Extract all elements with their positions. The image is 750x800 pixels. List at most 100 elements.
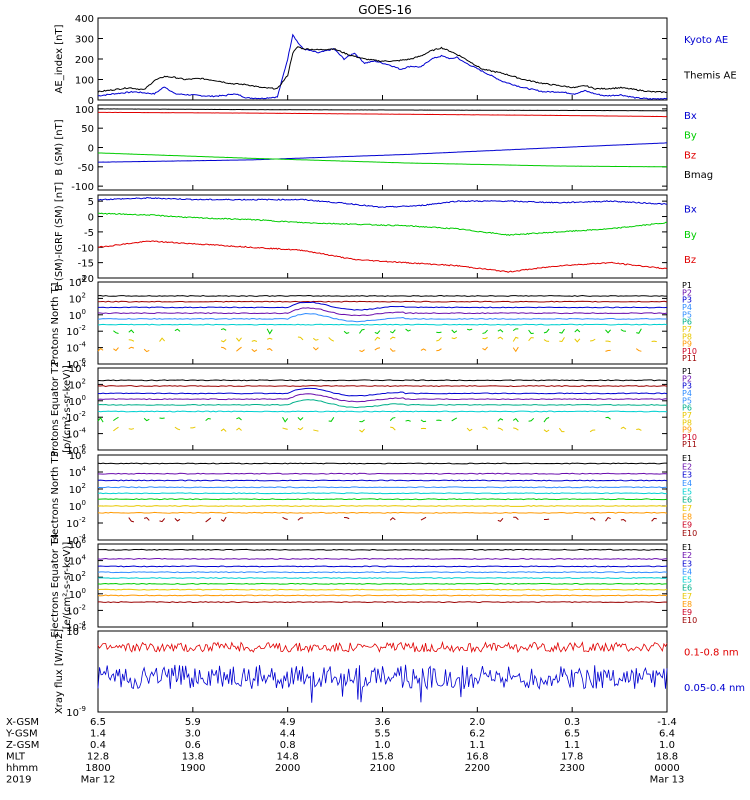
legend-e4: E4	[682, 479, 692, 488]
flux-channel-3	[97, 301, 668, 311]
panel-frame	[97, 104, 668, 191]
flux-channel-7	[389, 329, 396, 334]
legend-e10: E10	[682, 616, 697, 625]
flux-channel-7	[482, 329, 488, 334]
flux-channel-7	[97, 416, 104, 423]
y-axis-label: Electrons Equator T4	[50, 533, 61, 637]
y-tick-label: -100	[71, 182, 94, 193]
flux-channel-9	[389, 348, 396, 352]
y-tick-label: 102	[69, 377, 86, 391]
flux-channel-8	[297, 336, 304, 341]
flux-channel-8	[97, 594, 668, 597]
legend-p8: P8	[682, 332, 692, 341]
flux-channel-9	[97, 347, 104, 352]
y-tick-label: 10-9	[66, 705, 86, 719]
legend-p4: P4	[682, 303, 692, 312]
x-row-value: 6.5	[564, 729, 580, 740]
flux-channel-7	[128, 329, 135, 334]
flux-channel-4	[97, 486, 668, 489]
legend-e1: E1	[682, 454, 692, 463]
legend-e9: E9	[682, 521, 692, 530]
y-tick-label: 100	[69, 308, 86, 322]
flux-channel-4	[97, 571, 668, 574]
flux-channel-9	[128, 346, 135, 350]
panel-ae: 400 300 200 100 0 AE_index [nT] Kyoto AE Themis…	[54, 14, 737, 107]
plot-title: GOES-16	[358, 3, 412, 17]
x-row-value: Mar 13	[650, 775, 685, 786]
y-tick-label: 100	[69, 394, 86, 408]
legend-e2: E2	[682, 462, 692, 471]
y-tick-label: 0	[88, 96, 94, 107]
x-row-value: 1.0	[659, 740, 675, 751]
panel-frame	[97, 543, 668, 628]
series-themis-ae	[97, 46, 668, 94]
flux-channel-8	[159, 337, 166, 342]
x-row-value: 1.0	[375, 740, 391, 751]
x-axis-table: X-GSM 6.5 5.9 4.9 3.6 2.0 0.3 -1.4 Y-GSM 1.4 3.0 4.…	[5, 717, 684, 786]
legend-e8: E8	[682, 600, 692, 609]
flux-channel-9	[297, 517, 304, 521]
x-row-value: 2200	[465, 763, 490, 774]
y-tick-label: 100	[75, 105, 94, 116]
flux-channel-9	[374, 347, 381, 351]
legend-p9: P9	[682, 340, 692, 349]
y-tick-label: 300	[75, 35, 94, 46]
legend-p10: P10	[682, 433, 697, 442]
flux-channel-7	[389, 417, 396, 421]
y-tick-label: 106	[69, 448, 87, 462]
flux-channel-7	[543, 417, 550, 423]
flux-channel-7	[528, 417, 535, 422]
flux-channel-4	[97, 393, 668, 403]
y-tick-label: 50	[81, 124, 94, 135]
flux-channel-2	[97, 385, 668, 387]
flux-channel-8	[128, 428, 135, 430]
legend-e6: E6	[682, 584, 692, 593]
flux-channel-8	[651, 340, 657, 343]
y-tick-label: 5	[88, 197, 94, 208]
y-tick-label: 400	[75, 14, 94, 25]
y-tick-label: -50	[78, 163, 94, 174]
flux-channel-9	[620, 518, 627, 522]
flux-channel-9	[513, 516, 519, 521]
x-row-value: 2000	[275, 763, 300, 774]
y-tick-label: 102	[69, 291, 86, 305]
flux-channel-9	[605, 349, 611, 352]
flux-channel-8	[251, 339, 258, 342]
x-row-value: -1.4	[657, 717, 677, 728]
flux-channel-9	[266, 348, 273, 352]
y-axis-label: Xray flux [W/m2]	[54, 629, 65, 714]
y-tick-label: 10-2	[66, 516, 86, 530]
series-bmag	[97, 108, 668, 112]
legend-p10: P10	[682, 347, 697, 356]
flux-channel-7	[113, 416, 119, 422]
y-axis-label: B (SM) [nT]	[54, 119, 65, 175]
legend-e5: E5	[682, 487, 692, 496]
flux-channel-8	[543, 339, 550, 342]
x-row-value: 16.8	[466, 752, 488, 763]
flux-channel-9	[144, 517, 150, 521]
x-row-value: 3.6	[375, 717, 391, 728]
flux-channel-7	[605, 416, 611, 420]
y-tick-label: -15	[78, 259, 94, 270]
x-row-value: 2300	[559, 763, 584, 774]
y-tick-label: 10-2	[66, 410, 86, 424]
flux-channel-8	[559, 337, 565, 343]
flux-channel-2	[97, 472, 668, 475]
flux-channel-8	[190, 426, 196, 429]
flux-channel-8	[282, 427, 288, 430]
legend-e3: E3	[682, 471, 692, 480]
y-tick-label: -5	[84, 228, 94, 239]
flux-channel-9	[436, 348, 442, 352]
x-row-value: 13.8	[182, 752, 204, 763]
panel-ee: 106 104 102 100 10-2 10-4 Electrons Equator T4…	[50, 533, 697, 637]
flux-channel-9	[128, 517, 135, 523]
x-row-value: 1.1	[564, 740, 580, 751]
flux-channel-8	[497, 336, 504, 340]
legend-p3: P3	[682, 296, 692, 305]
flux-channel-9	[174, 518, 181, 522]
legend-p5: P5	[682, 310, 692, 319]
x-row-value: 2.0	[469, 717, 485, 728]
flux-channel-8	[390, 426, 396, 431]
x-row-value: 0.8	[280, 740, 296, 751]
